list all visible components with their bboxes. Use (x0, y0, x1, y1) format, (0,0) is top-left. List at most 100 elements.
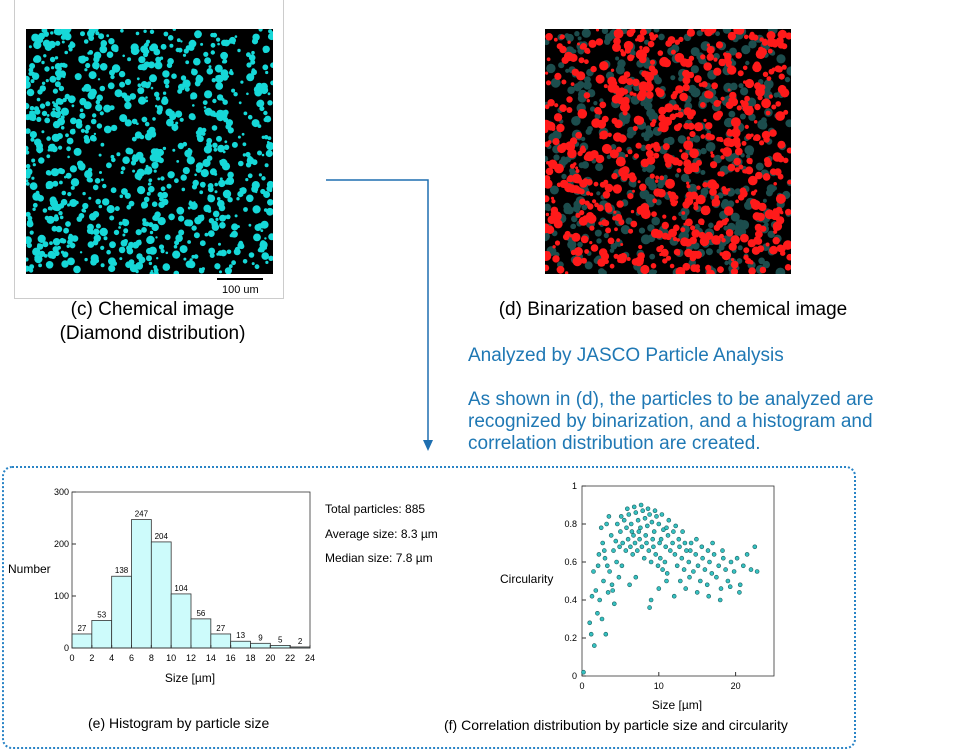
scatter-point (665, 533, 671, 538)
scatter-point (596, 552, 602, 557)
scatter-point (744, 552, 750, 557)
scatter-point (595, 611, 600, 616)
scatter-point (668, 548, 673, 553)
scatter-point (718, 586, 724, 591)
histogram-xtick: 10 (166, 653, 176, 663)
scatter-point (664, 571, 670, 576)
scatter-point (704, 582, 710, 588)
histogram-ytick: 100 (54, 591, 69, 601)
scatter-point (588, 631, 594, 637)
scatter-point (647, 512, 652, 517)
scatter-point (600, 540, 605, 546)
scatter-ytick: 1 (572, 481, 577, 491)
scatter-point (602, 555, 608, 561)
scatter-point (725, 578, 731, 584)
scatter-point (589, 593, 595, 599)
scatter-point (632, 540, 638, 546)
scatter-point (711, 552, 717, 557)
scatter-point (714, 574, 719, 580)
scatter-point (618, 529, 623, 534)
scatter-xtick: 0 (579, 681, 584, 691)
chemical-image-frame (14, 0, 284, 299)
scatter-point (678, 578, 683, 584)
histogram-bar-label: 27 (216, 624, 225, 633)
scatter-point (683, 586, 688, 591)
binarization-image (545, 29, 791, 274)
scatter-point (664, 525, 669, 531)
scatter-chart: 00.20.40.60.810 10 20 Circularity Size [µm… (500, 481, 775, 711)
scatter-point (591, 569, 596, 574)
caption-c-line2: (Diamond distribution) (59, 323, 246, 344)
scatter-ytick: 0.6 (564, 557, 577, 567)
scatter-xtick: 10 (654, 681, 664, 691)
histogram-bar (111, 575, 132, 649)
scatter-point (691, 569, 696, 574)
scatter-point (619, 563, 625, 569)
scatter-point (687, 574, 692, 580)
scatter-point (684, 548, 689, 553)
scatter-point (623, 548, 629, 553)
histogram-bar (150, 541, 172, 649)
scatter-point (651, 529, 657, 534)
scatter-xlabel: Size [µm] (652, 698, 702, 711)
scatter-point (638, 525, 643, 531)
scatter-point (688, 540, 694, 546)
scatter-point (707, 559, 712, 565)
histogram-ytick: 300 (54, 487, 69, 497)
scatter-point (604, 521, 609, 527)
histogram-xtick: 4 (109, 653, 114, 663)
scatter-point (671, 593, 677, 599)
scatter-point (631, 533, 636, 538)
histogram-bar (170, 593, 192, 649)
histogram-bar (91, 620, 113, 649)
scatter-point (587, 620, 592, 626)
scatter-point (627, 582, 632, 588)
scatter-point (639, 544, 645, 550)
scatter-point (727, 584, 733, 589)
scatter-point (592, 643, 597, 648)
stat-median: Median size: 7.8 µm (325, 551, 433, 565)
scatter-point (621, 517, 627, 523)
histogram-bar (230, 640, 251, 649)
scatter-point (673, 523, 678, 529)
scatter-point (637, 536, 642, 542)
histogram-xtick: 14 (206, 653, 216, 663)
scatter-point (611, 548, 616, 553)
histogram-bar-label: 13 (236, 631, 245, 640)
scatter-point (635, 517, 641, 523)
scatter-point (650, 536, 655, 542)
scatter-point (617, 544, 622, 550)
scatter-point (638, 502, 644, 508)
histogram-bar (71, 633, 93, 649)
scatter-point (624, 525, 629, 531)
flow-arrow (326, 179, 433, 451)
stat-total: Total particles: 885 (325, 502, 426, 516)
histogram-ytick: 0 (64, 643, 69, 653)
scatter-point (676, 536, 682, 542)
scatter-point (686, 559, 692, 565)
scatter-point (660, 567, 665, 572)
histogram-ytick: 200 (54, 539, 69, 549)
histogram-xlabel: Size [µm] (165, 671, 215, 685)
scatter-point (679, 555, 685, 561)
scatter-point (694, 536, 699, 542)
scatter-point (641, 555, 647, 561)
stat-average: Average size: 8.3 µm (325, 527, 438, 541)
scatter-point (625, 536, 631, 542)
scatter-point (723, 567, 728, 572)
scatter-point (642, 515, 648, 521)
scatter-point (653, 552, 658, 557)
scatter-point (654, 514, 659, 519)
histogram-bar (190, 618, 212, 649)
scatter-point (710, 540, 715, 546)
scatter-point (658, 555, 663, 561)
scatter-point (752, 544, 758, 550)
scatter-point (698, 578, 703, 584)
scatter-point (671, 529, 676, 534)
scatter-point (631, 504, 637, 510)
histogram-xtick: 0 (69, 653, 74, 663)
scatter-ylabel: Circularity (500, 572, 553, 586)
scatter-point (748, 567, 754, 572)
scatter-point (601, 578, 606, 584)
analysis-line3: correlation distribution are created. (468, 433, 761, 454)
